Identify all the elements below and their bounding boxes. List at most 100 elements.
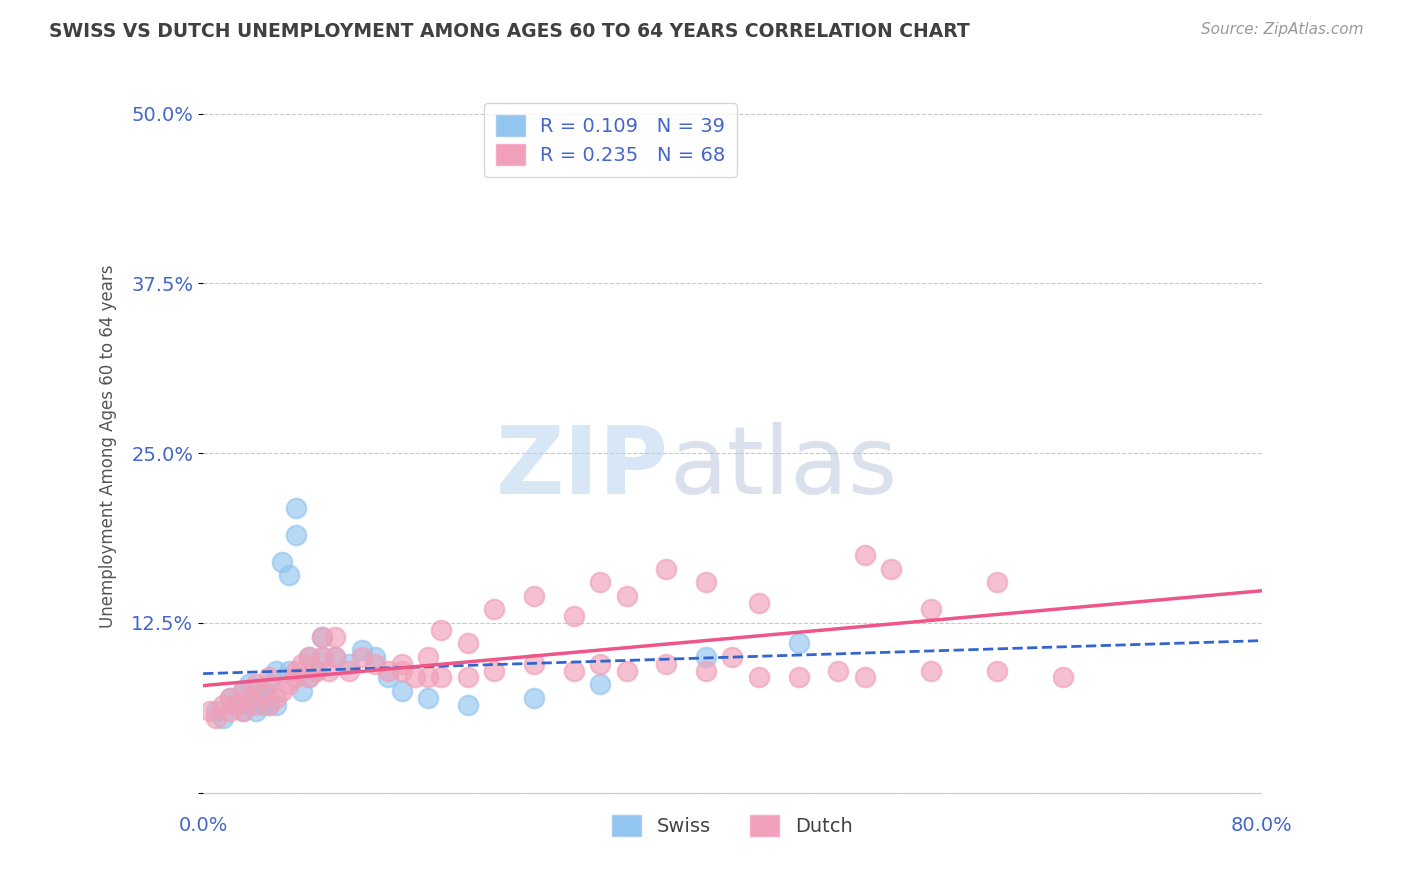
Point [284, 500, 307, 515]
Point [245, 690, 267, 705]
Point [225, 698, 247, 712]
Point [364, 649, 387, 664]
Point [616, 664, 638, 678]
Point [278, 677, 301, 691]
Point [232, 684, 254, 698]
Point [484, 664, 506, 678]
Point [298, 670, 321, 684]
Point [205, 711, 228, 725]
Point [284, 664, 307, 678]
Point [827, 664, 849, 678]
Point [264, 664, 287, 678]
Point [259, 698, 281, 712]
Point [245, 698, 267, 712]
Point [404, 670, 426, 684]
Point [218, 690, 240, 705]
Point [278, 568, 301, 582]
Point [430, 623, 453, 637]
Point [562, 609, 585, 624]
Point [325, 649, 347, 664]
Point [259, 677, 281, 691]
Text: SWISS VS DUTCH UNEMPLOYMENT AMONG AGES 60 TO 64 YEARS CORRELATION CHART: SWISS VS DUTCH UNEMPLOYMENT AMONG AGES 6… [49, 22, 970, 41]
Point [457, 636, 479, 650]
Point [298, 649, 321, 664]
Point [986, 575, 1008, 590]
Point [880, 561, 903, 575]
Point [616, 589, 638, 603]
Point [232, 684, 254, 698]
Point [853, 548, 876, 562]
Point [252, 684, 274, 698]
Point [721, 649, 744, 664]
Point [695, 664, 717, 678]
Point [523, 657, 546, 671]
Point [589, 677, 612, 691]
Point [589, 657, 612, 671]
Point [350, 643, 373, 657]
Point [278, 664, 301, 678]
Point [655, 657, 678, 671]
Point [391, 657, 413, 671]
Point [284, 670, 307, 684]
Point [218, 690, 240, 705]
Point [284, 527, 307, 541]
Point [259, 698, 281, 712]
Point [364, 657, 387, 671]
Point [304, 664, 326, 678]
Point [920, 602, 942, 616]
Point [264, 690, 287, 705]
Point [291, 657, 314, 671]
Point [245, 677, 267, 691]
Point [298, 670, 321, 684]
Point [259, 670, 281, 684]
Point [205, 704, 228, 718]
Point [1052, 670, 1074, 684]
Point [377, 664, 399, 678]
Point [304, 664, 326, 678]
Point [311, 649, 333, 664]
Point [212, 698, 235, 712]
Point [291, 684, 314, 698]
Point [853, 670, 876, 684]
Point [695, 575, 717, 590]
Text: Source: ZipAtlas.com: Source: ZipAtlas.com [1201, 22, 1364, 37]
Text: atlas: atlas [669, 422, 897, 514]
Point [325, 649, 347, 664]
Point [198, 704, 221, 718]
Point [238, 698, 260, 712]
Legend: Swiss, Dutch: Swiss, Dutch [605, 806, 860, 844]
Point [457, 670, 479, 684]
Point [325, 630, 347, 644]
Point [311, 649, 333, 664]
Point [484, 602, 506, 616]
Point [318, 664, 340, 678]
Point [787, 636, 810, 650]
Point [523, 690, 546, 705]
Point [748, 670, 770, 684]
Point [416, 690, 439, 705]
Point [337, 657, 360, 671]
Point [225, 698, 247, 712]
Point [271, 684, 294, 698]
Point [232, 704, 254, 718]
Point [271, 555, 294, 569]
Point [238, 690, 260, 705]
Point [920, 664, 942, 678]
Point [416, 649, 439, 664]
Point [457, 698, 479, 712]
Point [416, 670, 439, 684]
Point [212, 711, 235, 725]
Point [238, 677, 260, 691]
Point [232, 704, 254, 718]
Point [252, 684, 274, 698]
Point [377, 670, 399, 684]
Point [350, 649, 373, 664]
Point [430, 670, 453, 684]
Point [695, 649, 717, 664]
Point [589, 575, 612, 590]
Point [311, 630, 333, 644]
Point [986, 664, 1008, 678]
Point [391, 664, 413, 678]
Point [748, 596, 770, 610]
Point [391, 684, 413, 698]
